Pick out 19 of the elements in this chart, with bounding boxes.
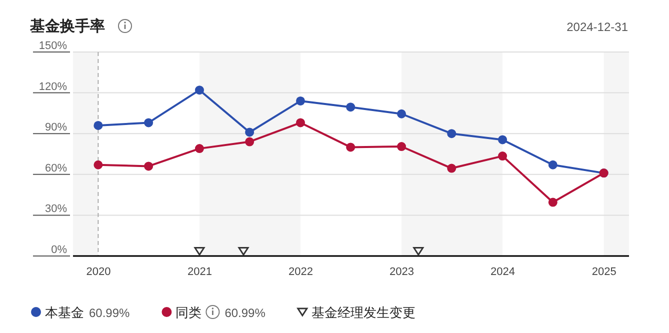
y-tick-label: 30% — [44, 203, 68, 216]
chart-title: 基金换手率 — [29, 17, 105, 35]
y-tick-label: 120% — [38, 80, 68, 93]
text: 60.99% — [224, 306, 266, 320]
y-tick-label: 90% — [44, 122, 68, 134]
x-tick-label: 2024 — [490, 266, 516, 278]
chart-subtitle: 2024-12-31 — [566, 20, 628, 34]
y-tick-label: 0% — [51, 244, 68, 256]
x-tick-label: 2025 — [592, 266, 616, 278]
text: 60.99% — [89, 306, 130, 320]
legend-label: 同类 — [176, 305, 202, 320]
legend-label: 本基金 — [45, 305, 84, 320]
x-tick-label: 2020 — [86, 266, 111, 278]
y-tick-label: 60% — [44, 162, 68, 174]
legend-label: 基金经理发生变更 — [311, 305, 416, 320]
x-tick-label: 2022 — [288, 266, 314, 278]
x-tick-label: 2021 — [188, 266, 212, 278]
y-tick-label: 150% — [38, 40, 68, 52]
x-tick-label: 2023 — [390, 266, 414, 278]
